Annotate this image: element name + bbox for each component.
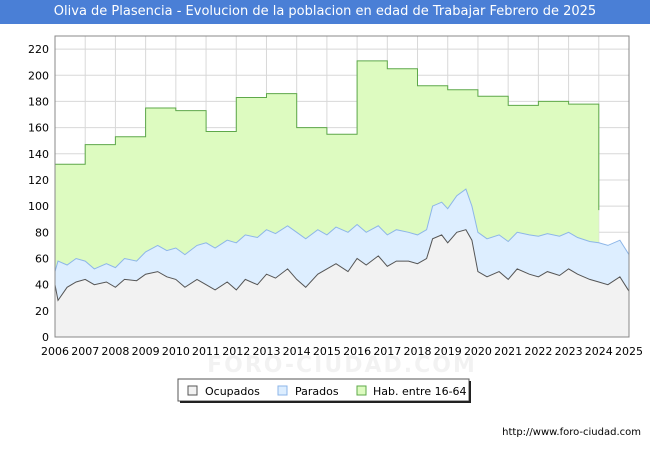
legend-swatch-hab	[356, 385, 367, 396]
legend-label-hab: Hab. entre 16-64	[373, 385, 467, 398]
legend-label-parados: Parados	[295, 385, 339, 398]
x-tick-label: 2023	[555, 345, 583, 358]
x-tick-label: 2007	[71, 345, 99, 358]
y-tick-label: 160	[28, 122, 49, 135]
y-tick-label: 20	[35, 305, 49, 318]
x-tick-label: 2014	[283, 345, 311, 358]
x-tick-label: 2024	[585, 345, 613, 358]
x-tick-label: 2012	[222, 345, 250, 358]
x-tick-label: 2020	[464, 345, 492, 358]
series-layer	[54, 60, 630, 338]
y-tick-label: 0	[42, 331, 49, 344]
y-tick-label: 140	[28, 148, 49, 161]
x-tick-label: 2019	[434, 345, 462, 358]
legend: Ocupados Parados Hab. entre 16-64	[177, 378, 471, 403]
series-hab-line	[55, 60, 600, 211]
y-tick-label: 220	[28, 43, 49, 56]
x-tick-label: 2010	[162, 345, 190, 358]
plot-frame	[54, 35, 630, 338]
x-tick-label: 2008	[101, 345, 129, 358]
x-tick-label: 2017	[373, 345, 401, 358]
y-tick-label: 60	[35, 252, 49, 265]
x-tick-label: 2011	[192, 345, 220, 358]
y-tick-label: 40	[35, 279, 49, 292]
watermark: FORO-CIUDAD.COM	[207, 353, 477, 378]
x-tick-label: 2013	[252, 345, 280, 358]
x-tick-label: 2025	[615, 345, 643, 358]
series-ocupados-line	[54, 229, 630, 302]
x-tick-label: 2006	[41, 345, 69, 358]
legend-swatch-ocupados	[187, 385, 198, 396]
y-tick-label: 120	[28, 174, 49, 187]
series-ocupados-area	[55, 229, 629, 337]
x-tick-label: 2022	[524, 345, 552, 358]
x-tick-label: 2015	[313, 345, 341, 358]
x-tick-label: 2009	[132, 345, 160, 358]
y-tick-label: 80	[35, 226, 49, 239]
series-parados-line	[54, 188, 630, 272]
chart-title: Oliva de Plasencia - Evolucion de la pob…	[0, 0, 650, 24]
y-tick-label: 100	[28, 200, 49, 213]
x-tick-label: 2018	[404, 345, 432, 358]
footer-url: http://www.foro-ciudad.com	[502, 427, 641, 438]
legend-swatch-parados	[277, 385, 288, 396]
x-tick-label: 2016	[343, 345, 371, 358]
y-tick-label: 200	[28, 69, 49, 82]
y-tick-label: 180	[28, 95, 49, 108]
x-tick-label: 2021	[494, 345, 522, 358]
legend-label-ocupados: Ocupados	[205, 385, 260, 398]
